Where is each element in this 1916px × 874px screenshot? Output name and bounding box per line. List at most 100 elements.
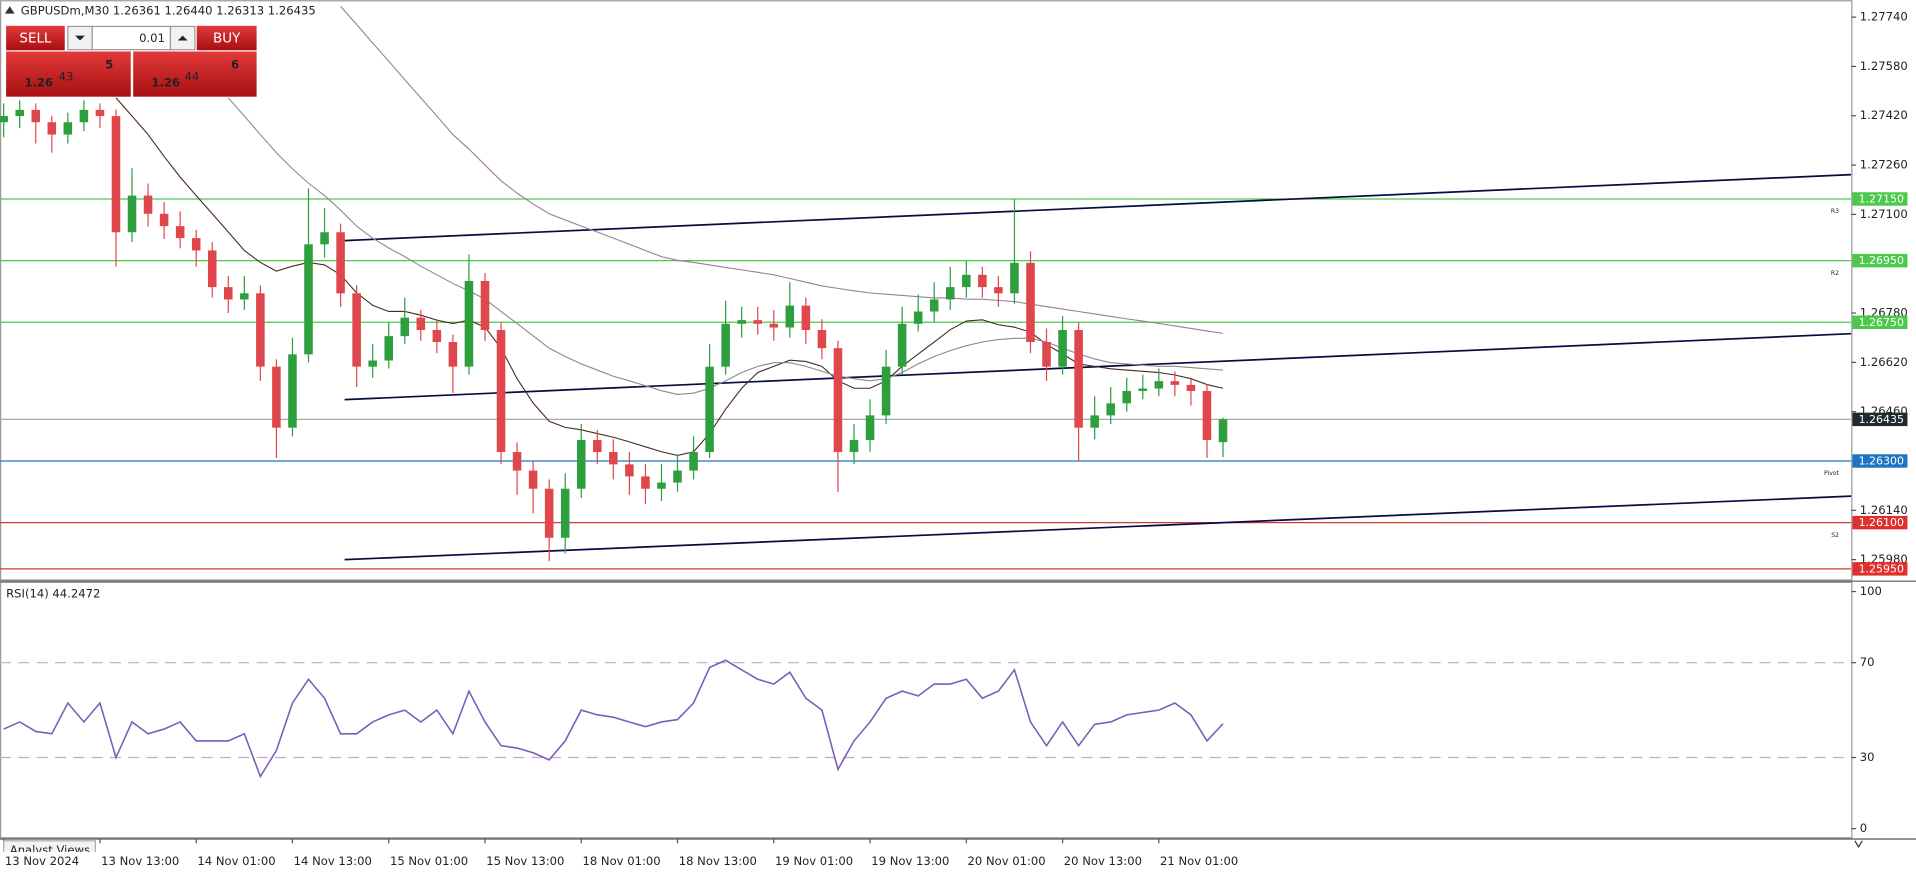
- candle-body: [833, 348, 843, 453]
- candle-body: [111, 116, 121, 233]
- level-label: 1.26435: [1859, 413, 1904, 426]
- footer-tab[interactable]: Analyst Views: [3, 840, 96, 857]
- candle-body: [400, 317, 410, 337]
- ask-big: 1.26: [152, 76, 181, 90]
- candle-body: [191, 238, 201, 251]
- candle-body: [1218, 419, 1228, 443]
- lot-value: 0.01: [139, 31, 165, 45]
- level-label: 1.27150: [1859, 193, 1904, 206]
- level-label-box: [1852, 412, 1908, 427]
- scroll-icon[interactable]: [1854, 840, 1863, 849]
- x-tick-label: 21 Nov 01:00: [1160, 854, 1238, 868]
- trend-line: [344, 173, 1852, 242]
- candle-body: [913, 311, 923, 324]
- candle-body: [336, 232, 345, 294]
- candle-body: [320, 232, 329, 245]
- candle-body: [464, 280, 474, 367]
- candle-body: [1074, 329, 1083, 428]
- candle-body: [978, 274, 987, 288]
- candle-body: [31, 109, 41, 123]
- sell-button[interactable]: [6, 25, 65, 51]
- x-tick-label: 20 Nov 01:00: [968, 854, 1046, 868]
- candle-body: [272, 366, 281, 428]
- y-tick-label: 30: [1860, 750, 1875, 764]
- y-tick-label: 1.27580: [1860, 59, 1908, 73]
- y-tick-label: 1.27740: [1860, 10, 1908, 24]
- candle-body: [544, 488, 554, 538]
- candle-body: [175, 226, 185, 239]
- candle-body: [801, 305, 811, 330]
- candle-body: [817, 329, 827, 349]
- candle-body: [849, 440, 859, 453]
- y-tick-label: 0: [1860, 821, 1867, 835]
- candle-body: [368, 360, 377, 367]
- candle-body: [1186, 384, 1196, 392]
- rsi-line: [3, 659, 1224, 779]
- x-tick-label: 20 Nov 13:00: [1064, 854, 1142, 868]
- candle-body: [256, 293, 265, 367]
- level-label-box: [1852, 192, 1908, 206]
- candle-body: [1042, 342, 1051, 367]
- moving-average: [115, 97, 1224, 457]
- bid-box[interactable]: [6, 51, 131, 97]
- candle-body: [240, 293, 249, 300]
- up-arrow: [177, 35, 188, 41]
- candle-body: [1202, 391, 1212, 441]
- candle-body: [352, 293, 361, 367]
- candle-body: [15, 109, 24, 117]
- bid-big: 1.26: [24, 76, 53, 90]
- y-tick-label: 1.27260: [1860, 158, 1908, 172]
- axes: 1.277401.275801.274201.272601.271001.267…: [3, 10, 1908, 868]
- x-tick-label: 18 Nov 13:00: [679, 854, 757, 868]
- candle-body: [1138, 388, 1148, 392]
- candle-body: [865, 415, 875, 441]
- buy-label: BUY: [213, 32, 241, 47]
- x-tick-label: 14 Nov 13:00: [294, 854, 372, 868]
- candle-body: [657, 482, 666, 489]
- candle-body: [512, 452, 522, 471]
- x-tick-label: 18 Nov 01:00: [582, 854, 660, 868]
- candle-body: [1170, 381, 1180, 385]
- trade-panel: SELL 0.01 BUY 1.26 43 5 1.26 44 6: [6, 25, 257, 97]
- level-label-box: [1852, 253, 1908, 268]
- y-tick-label: 70: [1860, 655, 1875, 669]
- candle-body: [673, 470, 682, 483]
- buy-button[interactable]: [196, 25, 257, 51]
- collapse-icon[interactable]: [4, 6, 15, 14]
- candle-body: [304, 244, 313, 355]
- x-tick-label: 19 Nov 01:00: [775, 854, 853, 868]
- candle-body: [721, 323, 730, 367]
- candle-body: [994, 287, 1003, 294]
- candle-body: [897, 323, 907, 367]
- candle-body: [785, 305, 795, 328]
- candle-body: [1010, 262, 1019, 294]
- candle-body: [737, 320, 746, 324]
- candle-body: [929, 299, 939, 312]
- candle-body: [945, 287, 955, 300]
- candle-body: [448, 342, 458, 367]
- chart-title: GBPUSDm,M30 1.26361 1.26440 1.26313 1.26…: [21, 4, 316, 18]
- trend-line: [344, 495, 1852, 561]
- x-tick-label: 13 Nov 13:00: [101, 854, 179, 868]
- level-label: 1.26750: [1859, 316, 1904, 329]
- ask-box[interactable]: [133, 51, 257, 97]
- level-label-box: [1852, 562, 1908, 576]
- moving-average: [340, 5, 1224, 334]
- bid-pips: 43: [59, 70, 74, 84]
- candle-body: [528, 470, 538, 489]
- level-label: 1.25950: [1859, 562, 1904, 575]
- candle-body: [63, 122, 73, 135]
- y-tick-label: 1.26620: [1860, 355, 1908, 369]
- candle-body: [143, 195, 153, 214]
- ask-pips: 44: [185, 70, 200, 84]
- down-arrow: [75, 35, 85, 41]
- candle-body: [159, 213, 169, 227]
- x-tick-label: 19 Nov 13:00: [871, 854, 949, 868]
- candle-body: [480, 280, 490, 330]
- level-tag: R2: [1831, 270, 1839, 277]
- candle-body: [0, 116, 8, 123]
- moving-average: [227, 97, 1224, 395]
- candle-body: [689, 452, 698, 471]
